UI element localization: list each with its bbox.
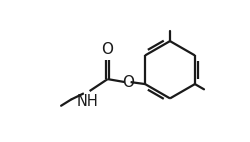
Text: NH: NH — [76, 94, 98, 109]
Text: O: O — [122, 75, 134, 90]
Text: O: O — [102, 42, 114, 57]
